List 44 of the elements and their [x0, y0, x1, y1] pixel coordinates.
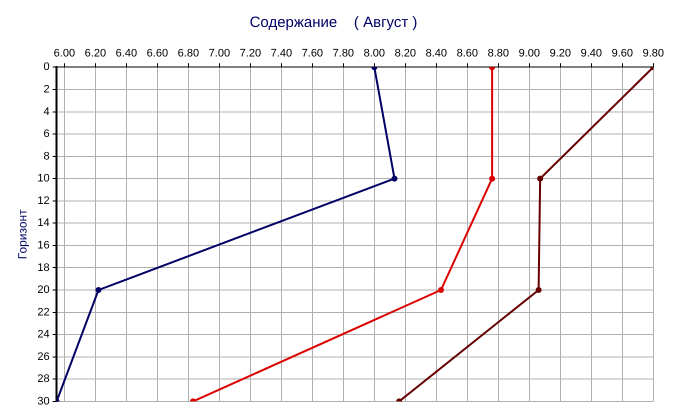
point [537, 176, 544, 182]
x-tick-label: 7.60 [302, 48, 324, 60]
x-tick-label: 7.80 [332, 48, 354, 60]
x-tick-label: 6.00 [54, 48, 76, 60]
x-tick-label: 9.20 [550, 48, 572, 60]
y-tick-label: 10 [37, 172, 50, 185]
point [536, 287, 542, 293]
x-tick-label: 7.00 [208, 48, 230, 60]
chart-title: Содержание ( Август ) [250, 14, 418, 32]
x-tick-label: 9.60 [612, 48, 634, 60]
x-tick-label: 6.80 [178, 48, 200, 60]
x-tick-label: 6.60 [146, 48, 168, 60]
x-tick-label: 6.20 [84, 48, 106, 60]
y-tick-label: 28 [37, 373, 50, 386]
point [438, 287, 444, 293]
y-tick-label: 18 [37, 262, 50, 274]
y-tick-label: 30 [37, 395, 50, 408]
x-tick-label: 9.00 [518, 48, 540, 60]
x-tick-label: 9.40 [580, 48, 602, 60]
x-tick-label: 8.00 [364, 48, 386, 60]
y-axis-title: Горизонт [16, 208, 30, 260]
y-tick-label: 4 [44, 106, 50, 118]
point [95, 287, 102, 293]
y-tick-label: 8 [44, 150, 50, 162]
y-tick-label: 2 [44, 84, 50, 96]
y-tick-label: 6 [44, 128, 50, 140]
x-tick-label: 8.20 [394, 48, 416, 60]
x-tick-label: 8.40 [426, 48, 448, 60]
x-tick-label: 7.20 [240, 48, 262, 60]
y-tick-label: 24 [37, 328, 50, 341]
y-tick-label: 12 [37, 194, 50, 207]
point [489, 176, 496, 182]
x-tick-label: 9.80 [642, 48, 664, 60]
x-tick-label: 8.80 [488, 48, 510, 60]
x-tick-label: 7.40 [270, 48, 292, 60]
x-tick-label: 6.40 [116, 48, 138, 60]
y-tick-label: 14 [37, 217, 50, 230]
y-tick-label: 16 [37, 239, 50, 252]
y-tick-label: 22 [37, 306, 50, 318]
point [391, 176, 398, 182]
y-tick-label: 26 [37, 350, 50, 363]
y-tick-label: 0 [44, 61, 50, 74]
y-tick-label: 20 [37, 284, 50, 296]
x-tick-label: 8.60 [456, 48, 478, 60]
